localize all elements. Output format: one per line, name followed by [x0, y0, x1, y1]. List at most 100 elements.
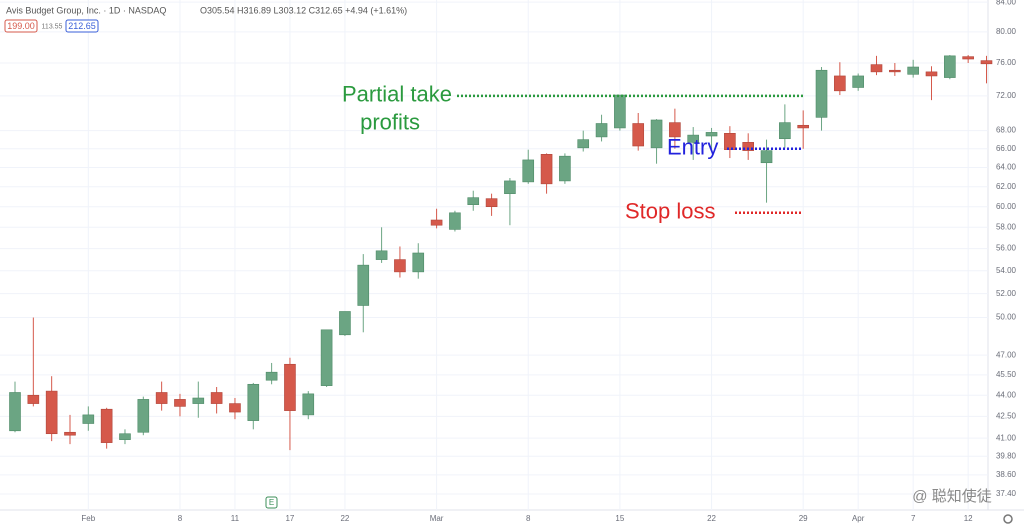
candle-body [980, 60, 993, 65]
watermark: @ 聪知使徒 [912, 488, 991, 505]
candle-body [9, 392, 21, 432]
candle-body [412, 252, 425, 273]
x-tick-label: 12 [964, 514, 973, 523]
candle-body [467, 197, 480, 205]
y-tick-label: 45.50 [996, 370, 1017, 379]
candle-body [320, 329, 333, 386]
x-tick-label: 8 [526, 514, 531, 523]
y-tick-label: 39.80 [996, 451, 1017, 460]
x-tick-label: Mar [430, 514, 444, 523]
candle-body [724, 133, 736, 150]
candle-body [100, 408, 113, 443]
y-tick-label: 50.00 [996, 313, 1017, 322]
x-tick-label: 22 [707, 514, 716, 523]
candle-body [82, 414, 95, 424]
annotation-text: profits [360, 110, 420, 135]
bid: 199.00 [7, 21, 35, 31]
y-tick-label: 58.00 [996, 222, 1017, 231]
candle-body [870, 64, 883, 73]
y-tick-label: 80.00 [996, 27, 1017, 36]
candle-body [449, 212, 461, 230]
ask: 212.65 [68, 21, 96, 31]
x-tick-label: 29 [799, 514, 808, 523]
candle-body [192, 397, 205, 404]
candle-body [760, 150, 773, 164]
candle-body [705, 132, 718, 137]
candle-body [925, 71, 938, 77]
annotation-text: Stop loss [625, 199, 716, 224]
candle-body [852, 75, 864, 88]
settings-icon[interactable] [1003, 514, 1013, 524]
annotation-text: Entry [667, 135, 718, 160]
candle-body [174, 399, 186, 407]
candle-body [577, 139, 590, 149]
y-tick-label: 52.00 [996, 289, 1017, 298]
candle-body [339, 311, 351, 336]
candle-body [559, 155, 571, 182]
candle-body [742, 142, 755, 151]
candle-body [834, 75, 846, 92]
y-tick-label: 76.00 [996, 58, 1017, 67]
y-tick-label: 84.00 [996, 0, 1017, 6]
candle-body [632, 123, 645, 147]
bid-box[interactable] [4, 19, 38, 33]
earnings-marker: E [269, 498, 274, 507]
candle-body [357, 264, 370, 306]
candle-body [650, 119, 663, 149]
candle-body [119, 433, 131, 440]
candle-body [485, 198, 498, 207]
y-tick-label: 64.00 [996, 163, 1017, 172]
x-tick-label: 7 [911, 514, 916, 523]
candle-body [64, 431, 76, 436]
candle-body [669, 122, 681, 138]
y-tick-label: 38.60 [996, 470, 1017, 479]
candle-body [430, 219, 443, 226]
candle-body [284, 363, 296, 411]
y-tick-label: 56.00 [996, 244, 1017, 253]
x-tick-label: Feb [81, 514, 95, 523]
candle-body [265, 371, 278, 381]
candle-body [907, 66, 919, 75]
candle-body [210, 392, 223, 404]
spread: 113.55 [42, 23, 63, 30]
annotation-text: Partial take [342, 82, 452, 107]
candle-body [540, 154, 553, 185]
y-tick-label: 60.00 [996, 202, 1017, 211]
candle-body [375, 250, 388, 260]
candle-body [504, 180, 516, 194]
candle-body [614, 94, 626, 129]
candle-body [522, 159, 535, 183]
x-tick-label: 17 [285, 514, 294, 523]
x-tick-label: 11 [231, 514, 240, 523]
candle-body [394, 259, 406, 273]
candle-body [595, 123, 608, 138]
ask-box[interactable] [65, 19, 99, 33]
earnings-box[interactable] [265, 496, 278, 509]
candle-body [45, 390, 58, 435]
candle-body [229, 403, 241, 413]
x-tick-label: Apr [852, 514, 865, 523]
x-tick-label: 8 [178, 514, 183, 523]
candle-body [302, 393, 315, 416]
candle-body [889, 69, 901, 73]
y-tick-label: 66.00 [996, 144, 1017, 153]
y-tick-label: 68.00 [996, 126, 1017, 135]
x-tick-label: 15 [615, 514, 624, 523]
y-tick-label: 44.00 [996, 390, 1017, 399]
y-tick-label: 62.00 [996, 182, 1017, 191]
x-tick-label: 22 [340, 514, 349, 523]
candle-body [247, 383, 260, 421]
candle-body [687, 134, 700, 143]
y-tick-label: 42.50 [996, 411, 1017, 420]
candle-body [944, 55, 956, 78]
y-tick-label: 54.00 [996, 266, 1017, 275]
y-tick-label: 47.00 [996, 350, 1017, 359]
symbol: Avis Budget Group, Inc. · 1D · NASDAQ [6, 5, 166, 15]
y-tick-label: 72.00 [996, 91, 1017, 100]
y-tick-label: 37.40 [996, 489, 1017, 498]
candle-body [779, 122, 791, 140]
candle-body [155, 392, 168, 404]
candle-body [27, 394, 40, 404]
